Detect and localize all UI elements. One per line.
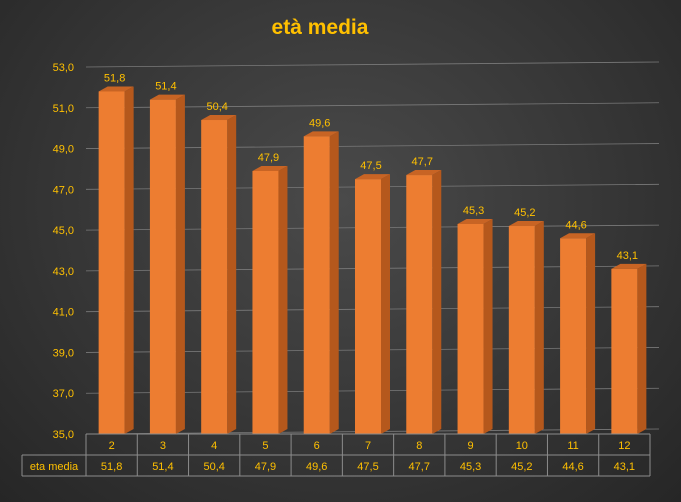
- bar-top: [149, 94, 185, 100]
- bar-side: [278, 165, 288, 434]
- bar-front: [303, 136, 330, 435]
- data-label: 51,4: [155, 81, 176, 93]
- bar-top: [457, 218, 493, 224]
- data-label: 44,6: [565, 219, 586, 231]
- bar-side: [483, 218, 493, 434]
- bar: [149, 94, 185, 434]
- bars-layer: 51,8 51,4 50,4 47,9 49,6 47,5 47,7 45,3 45,2 44,6…: [98, 72, 647, 435]
- bar: [560, 233, 596, 434]
- data-label: 47,7: [412, 156, 433, 168]
- bar-top: [252, 165, 288, 171]
- table-value: 47,7: [409, 461, 430, 473]
- bar-top: [611, 263, 647, 269]
- bar-top: [98, 86, 134, 92]
- table-value: 51,8: [101, 461, 122, 473]
- bar-side: [381, 174, 390, 434]
- bar-side: [175, 94, 185, 434]
- data-label: 47,9: [258, 152, 279, 164]
- data-label: 49,6: [309, 117, 330, 129]
- y-tick-label: 39,0: [53, 347, 74, 359]
- bar: [303, 131, 339, 435]
- bar-side: [432, 170, 442, 435]
- bar-front: [252, 170, 279, 434]
- bar-front: [98, 91, 125, 434]
- bar: [508, 221, 544, 434]
- data-label: 47,5: [360, 160, 381, 172]
- bar-top: [406, 170, 442, 176]
- table-value: 51,4: [152, 461, 173, 473]
- bar-top: [560, 233, 596, 239]
- y-tick-label: 43,0: [53, 266, 74, 278]
- bar-top: [303, 131, 339, 137]
- table-value: 49,6: [306, 461, 327, 473]
- bar-side: [637, 263, 647, 434]
- x-tick-label: 2: [109, 440, 115, 452]
- data-label: 45,2: [514, 207, 535, 219]
- y-tick-label: 47,0: [53, 184, 74, 196]
- bar: [98, 86, 134, 434]
- bar-front: [457, 223, 484, 434]
- bar-side: [329, 131, 339, 435]
- x-tick-label: 5: [262, 440, 268, 452]
- y-tick-label: 53,0: [53, 62, 74, 74]
- bar-top: [508, 221, 544, 227]
- bar: [201, 115, 237, 434]
- table-value: 47,5: [357, 461, 378, 473]
- bar-side: [586, 233, 596, 434]
- bar-front: [355, 179, 381, 434]
- bar-side: [534, 221, 544, 434]
- table-value: 45,3: [460, 461, 481, 473]
- x-tick-label: 4: [211, 440, 217, 452]
- bar-front: [406, 175, 433, 435]
- x-tick-label: 9: [467, 440, 473, 452]
- y-tick-label: 51,0: [53, 103, 74, 115]
- y-tick-label: 37,0: [53, 388, 74, 400]
- table-value: 43,1: [614, 461, 635, 473]
- x-tick-label: 10: [516, 440, 528, 452]
- bar-top: [355, 174, 390, 180]
- y-tick-label: 45,0: [53, 225, 74, 237]
- data-label: 50,4: [206, 101, 227, 113]
- bar: [611, 263, 647, 434]
- x-tick-label: 8: [416, 440, 422, 452]
- y-tick-label: 41,0: [53, 307, 74, 319]
- table-value: 44,6: [562, 461, 583, 473]
- table-value: 50,4: [203, 461, 224, 473]
- chart-title: età media: [272, 16, 369, 39]
- bar-front: [149, 99, 176, 434]
- x-tick-label: 11: [567, 440, 578, 452]
- data-label: 43,1: [617, 250, 638, 262]
- x-tick-label: 12: [618, 440, 630, 452]
- table-value: 47,9: [255, 461, 276, 473]
- bar: [457, 218, 493, 434]
- bar-side: [124, 86, 134, 434]
- y-tick-label: 35,0: [53, 429, 74, 441]
- bar-top: [201, 115, 237, 121]
- bar-front: [508, 226, 535, 434]
- gridline: [85, 61, 660, 68]
- x-tick-label: 6: [314, 440, 320, 452]
- bar: [406, 170, 442, 435]
- y-tick-label: 49,0: [53, 144, 74, 156]
- bar: [355, 174, 390, 434]
- series-name: eta media: [30, 461, 79, 473]
- x-tick-label: 3: [160, 440, 166, 452]
- bar-side: [227, 115, 237, 434]
- x-tick-label: 7: [365, 440, 371, 452]
- data-table: eta media 2 51,8 3 51,4 4 50,4 5 47,9 6 49,6 7 47,5 8…: [21, 433, 651, 477]
- data-label: 45,3: [463, 205, 484, 217]
- bar: [252, 165, 288, 434]
- bar-front: [201, 120, 228, 434]
- data-label: 51,8: [104, 72, 125, 84]
- bar-front: [611, 268, 638, 434]
- table-value: 45,2: [511, 461, 532, 473]
- bar-front: [560, 238, 587, 434]
